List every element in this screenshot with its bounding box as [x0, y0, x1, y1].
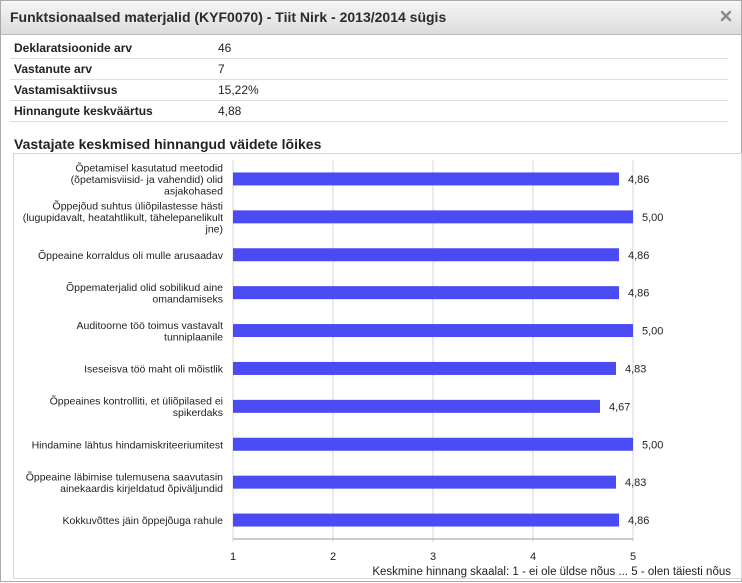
category-label: Õppeaines kontrolliti, et üliõpilased ei	[50, 395, 223, 408]
chart-container: Õpetamisel kasutatud meetodid (õpetamisvi…	[13, 153, 742, 579]
value-label: 5,00	[642, 439, 663, 451]
category-label: Hindamine lähtus hindamiskriteeriumitest	[32, 439, 223, 451]
category-label: (õpetamisviisid- ja vahendid) olid	[71, 174, 223, 186]
summary-label: Hinnangute keskväärtus	[10, 100, 214, 122]
summary-row: Vastanute arv 7	[10, 58, 728, 80]
summary-label: Vastamisaktiivsus	[10, 79, 214, 101]
x-tick-label: 4	[530, 551, 536, 563]
summary-value: 4,88	[214, 100, 728, 122]
category-label: Õppeaine läbimise tulemusena saavutasin	[26, 470, 223, 483]
bar	[233, 248, 619, 262]
bar-chart: Õpetamisel kasutatud meetodid(õpetamisvi…	[23, 160, 731, 578]
category-label: spikerdaks	[173, 407, 223, 419]
value-label: 4,83	[625, 477, 646, 489]
summary-value: 15,22%	[214, 79, 728, 101]
summary-value: 7	[214, 58, 728, 80]
x-axis-title: Keskmine hinnang skaalal: 1 - ei ole üld…	[372, 566, 731, 578]
category-label: tunniplaanile	[164, 331, 223, 343]
value-label: 4,67	[609, 401, 630, 413]
category-label: Kokkuvõttes jäin õppejõuga rahule	[62, 515, 223, 527]
category-label: (lugupidavalt, heatahtlikult, tähelepane…	[23, 212, 223, 224]
bar	[233, 399, 600, 413]
close-icon[interactable]	[719, 9, 733, 23]
category-label: asjakohased	[164, 185, 223, 197]
bar	[233, 513, 619, 527]
dialog-title: Funktsionaalsed materjalid (KYF0070) - T…	[10, 9, 447, 25]
bar	[233, 475, 616, 489]
bar	[233, 437, 633, 451]
summary-row: Deklaratsioonide arv 46	[10, 38, 728, 59]
category-label: jne)	[204, 223, 223, 235]
category-label: Õppematerjalid olid sobilikud aine	[66, 281, 223, 294]
dialog-titlebar: Funktsionaalsed materjalid (KYF0070) - T…	[1, 1, 741, 35]
category-label: Õpetamisel kasutatud meetodid	[75, 161, 223, 174]
summary-label: Vastanute arv	[10, 58, 214, 80]
value-label: 4,83	[625, 363, 646, 375]
value-label: 4,86	[628, 288, 649, 300]
category-label: Auditoorne töö toimus vastavalt	[77, 320, 224, 332]
summary-row: Hinnangute keskväärtus 4,88	[10, 100, 728, 122]
bar	[233, 324, 633, 338]
summary-row: Vastamisaktiivsus 15,22%	[10, 79, 728, 101]
bar	[233, 361, 616, 375]
category-label: omandamiseks	[152, 293, 223, 305]
summary-label: Deklaratsioonide arv	[10, 38, 214, 59]
summary-value: 46	[214, 38, 728, 59]
value-label: 5,00	[642, 212, 663, 224]
value-label: 4,86	[628, 174, 649, 186]
category-label: ainekaardis kirjeldatud õpiväljundid	[60, 483, 223, 495]
chart-section-title: Vastajate keskmised hinnangud väidete lõ…	[14, 136, 322, 152]
value-label: 4,86	[628, 515, 649, 527]
x-tick-label: 5	[630, 551, 636, 563]
bar	[233, 172, 619, 186]
category-label: Õppeaine korraldus oli mulle arusaadav	[38, 249, 224, 262]
x-tick-label: 2	[330, 551, 336, 563]
value-label: 5,00	[642, 326, 663, 338]
x-tick-label: 3	[430, 551, 436, 563]
bar	[233, 210, 633, 224]
category-label: Iseseisva töö maht oli mõistlik	[84, 363, 224, 375]
bar	[233, 286, 619, 300]
summary-table: Deklaratsioonide arv 46 Vastanute arv 7 …	[10, 38, 728, 122]
category-label: Õppejõud suhtus üliõpilastesse hästi	[53, 199, 223, 212]
value-label: 4,86	[628, 250, 649, 262]
x-tick-label: 1	[230, 551, 236, 563]
